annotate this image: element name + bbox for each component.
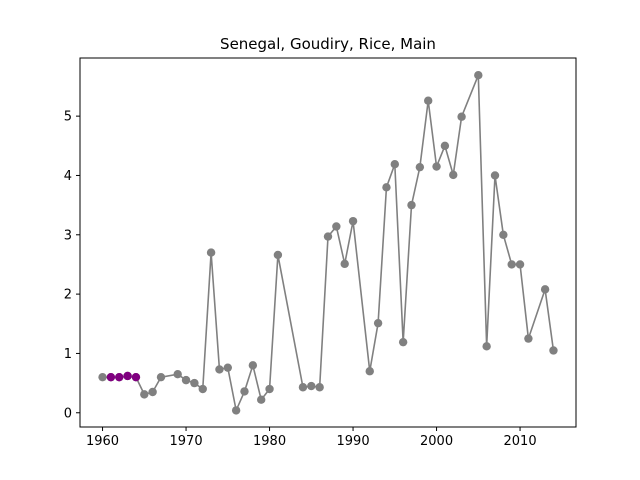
- y-tick-label: 4: [64, 169, 72, 184]
- data-point: [407, 200, 416, 210]
- data-point: [198, 384, 207, 394]
- data-point: [457, 112, 466, 121]
- data-point: [231, 406, 241, 415]
- data-point: [474, 71, 483, 80]
- x-tick-label: 2010: [504, 434, 537, 449]
- highlighted-data-point: [115, 372, 124, 382]
- highlighted-points: [106, 371, 141, 382]
- data-point: [348, 216, 358, 226]
- data-point: [156, 372, 166, 382]
- data-point: [365, 367, 374, 376]
- plot-area-frame: [79, 57, 577, 428]
- y-tick-label: 1: [64, 347, 72, 362]
- data-point: [256, 395, 266, 404]
- data-point: [432, 162, 441, 171]
- chart-title: Senegal, Goudiry, Rice, Main: [220, 35, 436, 53]
- series-line-group: [102, 74, 555, 414]
- data-point: [540, 285, 550, 294]
- data-point: [248, 361, 258, 370]
- data-point: [524, 334, 533, 343]
- data-point: [315, 383, 324, 392]
- data-point: [440, 141, 450, 151]
- data-point: [415, 162, 425, 172]
- x-tick-label: 1960: [86, 434, 119, 449]
- data-point: [215, 365, 224, 374]
- y-axis: 0 1 2 3 4 5: [64, 110, 80, 421]
- data-point: [424, 96, 433, 105]
- data-point: [173, 370, 182, 379]
- x-tick-label: 2000: [420, 434, 453, 449]
- x-tick-label: 1990: [337, 434, 370, 449]
- data-point: [549, 346, 558, 355]
- data-point: [298, 383, 308, 392]
- data-point: [340, 259, 349, 269]
- data-point: [98, 372, 107, 382]
- data-point: [148, 387, 157, 397]
- data-point: [373, 318, 383, 328]
- highlighted-data-point: [131, 372, 141, 382]
- y-tick-label: 3: [64, 228, 72, 243]
- data-point: [482, 342, 491, 351]
- data-point: [206, 248, 216, 257]
- x-tick-label: 1970: [170, 434, 203, 449]
- data-point: [382, 183, 391, 192]
- x-axis: 1960 1970 1980 1990 2000 2010: [86, 427, 537, 449]
- data-point: [140, 390, 149, 399]
- x-tick-label: 1980: [253, 434, 286, 449]
- y-tick-label: 0: [64, 406, 72, 421]
- data-point: [273, 250, 283, 260]
- data-point: [323, 232, 333, 241]
- highlighted-data-point: [123, 371, 132, 381]
- data-points: [98, 71, 558, 415]
- data-point: [449, 170, 458, 180]
- data-point: [307, 381, 316, 391]
- data-point: [332, 222, 341, 231]
- data-point: [240, 387, 249, 396]
- data-point: [490, 171, 500, 180]
- highlighted-data-point: [106, 372, 116, 382]
- data-point: [181, 375, 191, 385]
- y-tick-label: 2: [64, 288, 72, 303]
- data-point: [507, 260, 516, 269]
- data-point: [515, 260, 525, 269]
- data-point: [190, 378, 199, 388]
- series-line: [102, 74, 555, 414]
- data-point: [499, 230, 508, 239]
- data-point: [390, 159, 400, 169]
- data-point: [398, 337, 408, 347]
- y-tick-label: 5: [64, 110, 72, 125]
- data-point: [265, 384, 274, 394]
- data-point: [223, 363, 232, 372]
